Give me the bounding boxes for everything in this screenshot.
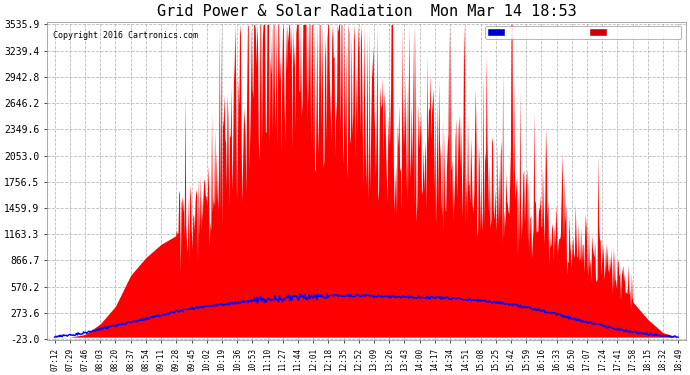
Title: Grid Power & Solar Radiation  Mon Mar 14 18:53: Grid Power & Solar Radiation Mon Mar 14 … [157,4,576,19]
Text: Copyright 2016 Cartronics.com: Copyright 2016 Cartronics.com [53,31,199,40]
Legend: Radiation (W/m2), Grid (AC Watts): Radiation (W/m2), Grid (AC Watts) [484,26,681,39]
